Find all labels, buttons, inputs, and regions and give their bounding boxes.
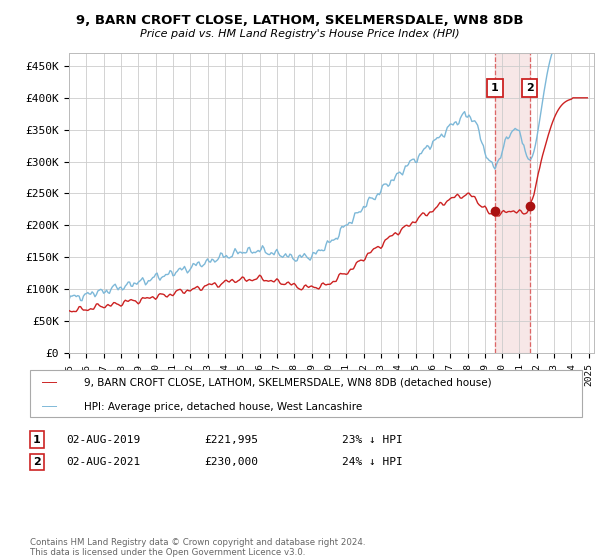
Text: £221,995: £221,995: [204, 435, 258, 445]
Text: 23% ↓ HPI: 23% ↓ HPI: [342, 435, 403, 445]
Text: 1: 1: [33, 435, 41, 445]
Text: 9, BARN CROFT CLOSE, LATHOM, SKELMERSDALE, WN8 8DB (detached house): 9, BARN CROFT CLOSE, LATHOM, SKELMERSDAL…: [84, 378, 491, 388]
Text: Contains HM Land Registry data © Crown copyright and database right 2024.
This d: Contains HM Land Registry data © Crown c…: [30, 538, 365, 557]
Text: £230,000: £230,000: [204, 457, 258, 467]
Text: 9, BARN CROFT CLOSE, LATHOM, SKELMERSDALE, WN8 8DB: 9, BARN CROFT CLOSE, LATHOM, SKELMERSDAL…: [76, 14, 524, 27]
Text: 24% ↓ HPI: 24% ↓ HPI: [342, 457, 403, 467]
Text: 02-AUG-2021: 02-AUG-2021: [66, 457, 140, 467]
Text: ——: ——: [42, 376, 57, 389]
Text: HPI: Average price, detached house, West Lancashire: HPI: Average price, detached house, West…: [84, 402, 362, 412]
Bar: [495, 53, 530, 353]
Text: 02-AUG-2019: 02-AUG-2019: [66, 435, 140, 445]
Text: 2: 2: [33, 457, 41, 467]
Text: 1: 1: [491, 83, 499, 94]
Text: 2: 2: [526, 83, 533, 94]
Text: Price paid vs. HM Land Registry's House Price Index (HPI): Price paid vs. HM Land Registry's House …: [140, 29, 460, 39]
Text: ——: ——: [42, 400, 57, 413]
